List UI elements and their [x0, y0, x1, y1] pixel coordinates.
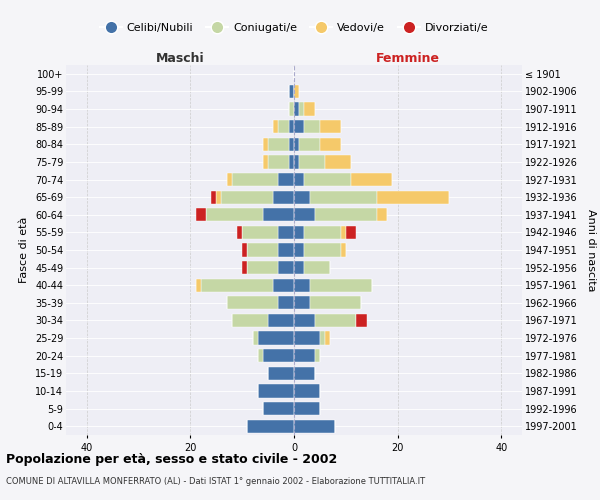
Bar: [294, 296, 310, 310]
Text: Maschi: Maschi: [155, 52, 205, 65]
Bar: [268, 366, 294, 380]
Bar: [315, 208, 377, 222]
Bar: [299, 156, 325, 168]
Bar: [315, 349, 320, 362]
Bar: [325, 156, 351, 168]
Bar: [320, 138, 341, 151]
Bar: [294, 173, 304, 186]
Bar: [232, 314, 268, 327]
Bar: [294, 278, 310, 292]
Bar: [304, 244, 341, 256]
Bar: [294, 314, 315, 327]
Bar: [299, 138, 320, 151]
Bar: [242, 226, 278, 239]
Bar: [289, 120, 294, 134]
Text: COMUNE DI ALTAVILLA MONFERRATO (AL) - Dati ISTAT 1° gennaio 2002 - Elaborazione : COMUNE DI ALTAVILLA MONFERRATO (AL) - Da…: [6, 478, 425, 486]
Bar: [304, 261, 330, 274]
Bar: [294, 190, 310, 204]
Bar: [304, 173, 351, 186]
Bar: [320, 332, 325, 344]
Bar: [263, 138, 268, 151]
Bar: [294, 402, 320, 415]
Bar: [258, 384, 294, 398]
Text: Popolazione per età, sesso e stato civile - 2002: Popolazione per età, sesso e stato civil…: [6, 452, 337, 466]
Bar: [273, 278, 294, 292]
Bar: [247, 261, 278, 274]
Bar: [247, 244, 278, 256]
Bar: [294, 349, 315, 362]
Bar: [268, 138, 289, 151]
Bar: [310, 190, 377, 204]
Bar: [273, 190, 294, 204]
Bar: [263, 208, 294, 222]
Bar: [294, 120, 304, 134]
Bar: [294, 261, 304, 274]
Bar: [278, 244, 294, 256]
Bar: [289, 102, 294, 116]
Bar: [304, 102, 315, 116]
Bar: [294, 156, 299, 168]
Bar: [278, 226, 294, 239]
Bar: [258, 349, 263, 362]
Bar: [211, 190, 216, 204]
Bar: [294, 366, 315, 380]
Bar: [310, 278, 372, 292]
Bar: [273, 120, 278, 134]
Bar: [242, 244, 247, 256]
Bar: [278, 173, 294, 186]
Bar: [206, 208, 263, 222]
Y-axis label: Fasce di età: Fasce di età: [19, 217, 29, 283]
Bar: [294, 208, 315, 222]
Bar: [201, 278, 273, 292]
Bar: [341, 226, 346, 239]
Bar: [232, 173, 278, 186]
Bar: [253, 332, 258, 344]
Bar: [315, 314, 356, 327]
Bar: [346, 226, 356, 239]
Bar: [351, 173, 392, 186]
Bar: [294, 226, 304, 239]
Bar: [294, 138, 299, 151]
Bar: [377, 190, 449, 204]
Bar: [294, 85, 299, 98]
Bar: [258, 332, 294, 344]
Bar: [289, 85, 294, 98]
Bar: [294, 332, 320, 344]
Bar: [227, 173, 232, 186]
Bar: [320, 120, 341, 134]
Bar: [278, 261, 294, 274]
Bar: [356, 314, 367, 327]
Bar: [294, 420, 335, 433]
Bar: [304, 120, 320, 134]
Bar: [227, 296, 278, 310]
Bar: [289, 138, 294, 151]
Bar: [268, 314, 294, 327]
Bar: [294, 384, 320, 398]
Bar: [278, 296, 294, 310]
Bar: [377, 208, 387, 222]
Y-axis label: Anni di nascita: Anni di nascita: [586, 209, 596, 291]
Bar: [196, 278, 201, 292]
Legend: Celibi/Nubili, Coniugati/e, Vedovi/e, Divorziati/e: Celibi/Nubili, Coniugati/e, Vedovi/e, Di…: [95, 19, 493, 38]
Bar: [294, 102, 299, 116]
Bar: [278, 120, 289, 134]
Bar: [221, 190, 273, 204]
Bar: [263, 402, 294, 415]
Bar: [263, 156, 268, 168]
Bar: [299, 102, 304, 116]
Bar: [304, 226, 341, 239]
Bar: [289, 156, 294, 168]
Text: Femmine: Femmine: [376, 52, 440, 65]
Bar: [341, 244, 346, 256]
Bar: [268, 156, 289, 168]
Bar: [310, 296, 361, 310]
Bar: [247, 420, 294, 433]
Bar: [216, 190, 221, 204]
Bar: [242, 261, 247, 274]
Bar: [294, 244, 304, 256]
Bar: [196, 208, 206, 222]
Bar: [237, 226, 242, 239]
Bar: [263, 349, 294, 362]
Bar: [325, 332, 330, 344]
